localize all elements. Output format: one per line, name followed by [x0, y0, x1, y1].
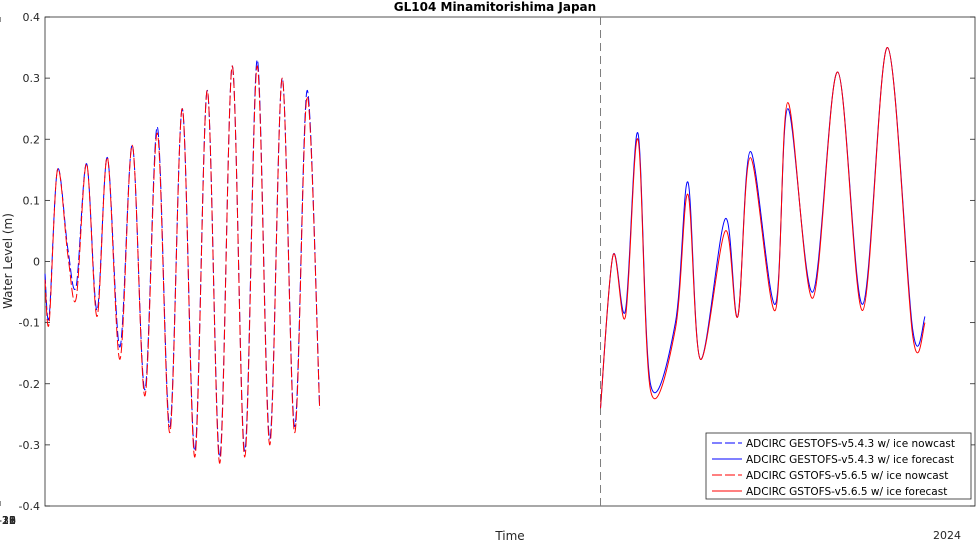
chart-title: GL104 Minamitorishima Japan [394, 0, 596, 14]
legend-label-4: ADCIRC GSTOFS-v5.6.5 w/ ice forecast [746, 486, 947, 498]
plot-area [44, 16, 976, 507]
legend-box [705, 432, 972, 500]
y-tick-label: -0.2 [19, 378, 40, 391]
x-tick-label: 07-25 [0, 514, 16, 527]
year-label: 2024 [933, 529, 961, 541]
y-axis: -0.4 -0.3 -0.2 -0.1 0 0.1 0.2 0.3 0.4 [19, 11, 975, 513]
x-tick-label: 07-16 [0, 514, 16, 527]
x-axis: 07-1607-1907-2207-2507-2807-31 [0, 17, 16, 527]
series-line-3 [44, 65, 321, 464]
x-tick-label: 07-19 [0, 514, 16, 527]
y-tick-label: 0.3 [23, 72, 41, 85]
legend: ADCIRC GESTOFS-v5.4.3 w/ ice nowcast ADCI… [705, 432, 972, 500]
x-tick-label: 07-31 [0, 514, 16, 527]
y-tick-label: -0.4 [19, 500, 40, 513]
y-tick-label: 0.2 [23, 133, 41, 146]
y-tick-label: 0 [33, 256, 40, 269]
y-tick-label: -0.1 [19, 317, 40, 330]
legend-label-2: ADCIRC GESTOFS-v5.4.3 w/ ice forecast [746, 454, 954, 466]
y-tick-label: -0.3 [19, 439, 40, 452]
x-tick-label: 07-22 [0, 514, 16, 527]
y-tick-label: 0.4 [23, 11, 41, 24]
legend-label-3: ADCIRC GSTOFS-v5.6.5 w/ ice nowcast [746, 470, 948, 482]
series-line-4 [600, 47, 926, 409]
x-tick-label: 07-28 [0, 514, 16, 527]
series-layer [44, 47, 926, 464]
legend-label-1: ADCIRC GESTOFS-v5.4.3 w/ ice nowcast [746, 438, 955, 450]
y-tick-label: 0.1 [23, 194, 41, 207]
x-axis-label: Time [494, 529, 524, 541]
y-axis-label: Water Level (m) [1, 213, 15, 309]
